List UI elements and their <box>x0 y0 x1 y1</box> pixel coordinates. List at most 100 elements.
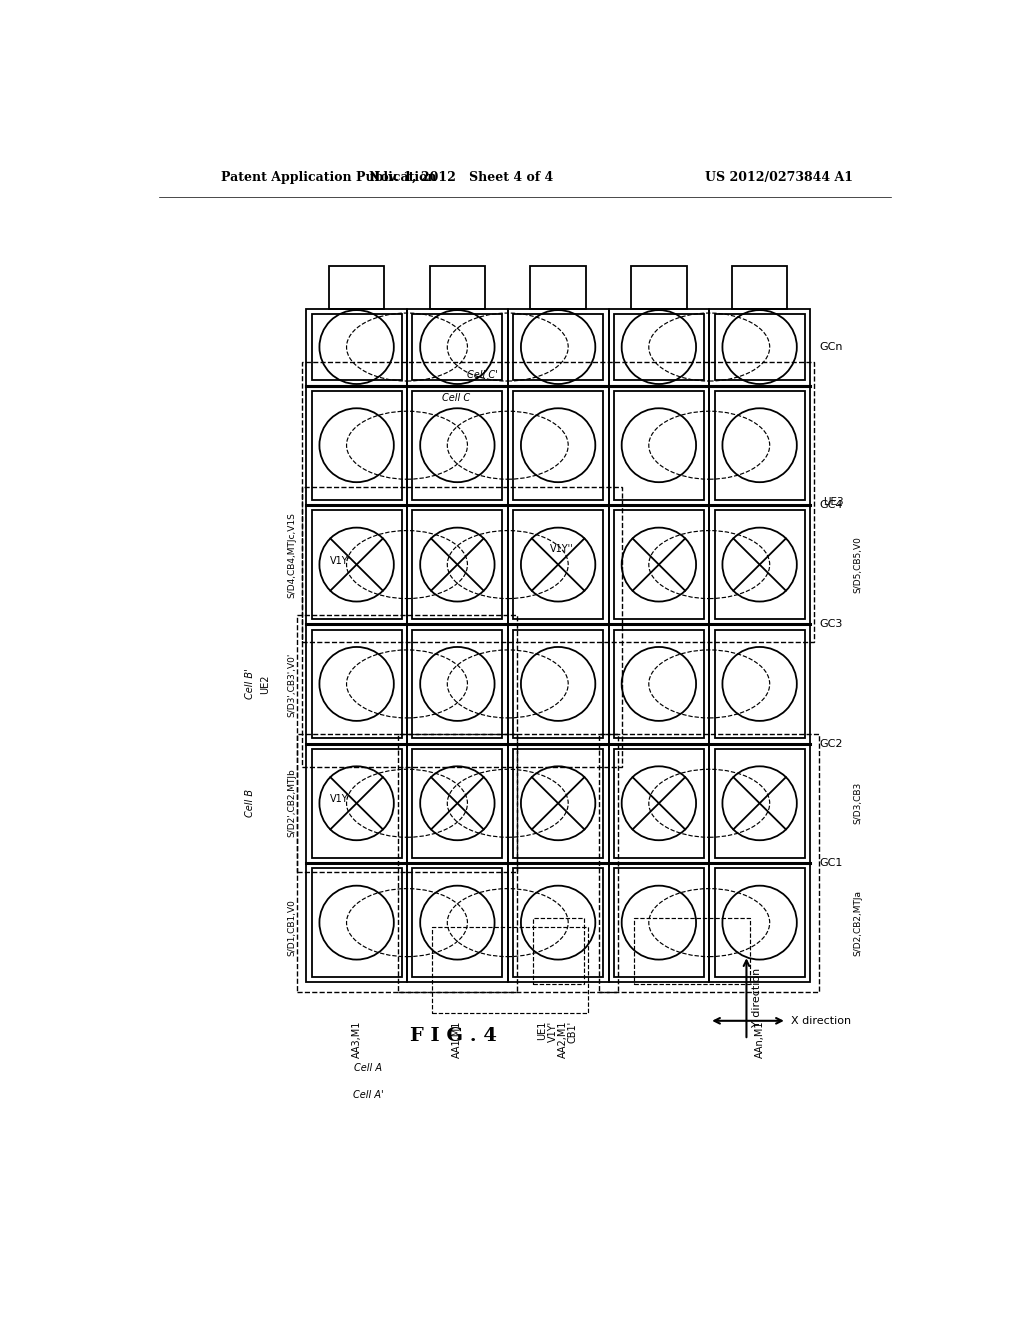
Bar <box>311 748 401 858</box>
Bar <box>508 863 608 982</box>
Bar <box>407 309 508 385</box>
Text: UE2: UE2 <box>260 675 270 694</box>
Bar <box>306 863 407 982</box>
Bar <box>608 743 710 863</box>
Bar <box>715 630 805 738</box>
Text: UE3: UE3 <box>823 496 844 507</box>
Bar <box>306 309 407 385</box>
Bar <box>710 385 810 506</box>
Bar <box>608 624 710 743</box>
Text: CB1': CB1' <box>568 1020 578 1043</box>
Text: Patent Application Publication: Patent Application Publication <box>221 172 436 185</box>
Text: Cell A': Cell A' <box>353 1090 384 1100</box>
Bar <box>710 863 810 982</box>
Bar <box>407 743 508 863</box>
Text: GC4: GC4 <box>819 500 843 510</box>
Bar <box>715 314 805 380</box>
Bar <box>715 391 805 499</box>
Bar <box>599 734 819 991</box>
Bar <box>311 630 401 738</box>
Text: V1Y'': V1Y'' <box>550 544 574 554</box>
Text: S/D2,CB2,MTJa: S/D2,CB2,MTJa <box>854 890 862 956</box>
Text: S/D1,CB1,V0: S/D1,CB1,V0 <box>288 899 297 956</box>
Bar <box>732 267 787 309</box>
Bar <box>608 309 710 385</box>
Bar <box>614 748 703 858</box>
Bar <box>397 734 617 991</box>
Text: S/D4,CB4,MTJc,V1S: S/D4,CB4,MTJc,V1S <box>288 512 297 598</box>
Bar <box>513 391 603 499</box>
Bar <box>413 314 503 380</box>
Bar <box>508 504 608 624</box>
Text: Y direction: Y direction <box>752 968 762 1027</box>
Text: US 2012/0273844 A1: US 2012/0273844 A1 <box>705 172 853 185</box>
Bar <box>413 511 503 619</box>
Bar <box>413 391 503 499</box>
Bar <box>311 391 401 499</box>
Bar <box>302 487 623 767</box>
Text: S/D3',CB3',V0': S/D3',CB3',V0' <box>288 653 297 717</box>
Text: Cell C: Cell C <box>442 393 470 404</box>
Bar <box>710 624 810 743</box>
Text: V1Y: V1Y <box>330 795 348 804</box>
Bar <box>710 504 810 624</box>
Bar <box>508 624 608 743</box>
Text: Nov. 1, 2012   Sheet 4 of 4: Nov. 1, 2012 Sheet 4 of 4 <box>369 172 553 185</box>
Bar <box>306 624 407 743</box>
Bar <box>614 391 703 499</box>
Bar <box>614 630 703 738</box>
Bar <box>634 919 750 983</box>
Text: S/D5,CB5,V0: S/D5,CB5,V0 <box>854 536 862 593</box>
Bar <box>513 314 603 380</box>
Text: Cell B': Cell B' <box>245 668 255 700</box>
Text: Cell C': Cell C' <box>467 370 499 380</box>
Bar <box>311 511 401 619</box>
Bar <box>407 385 508 506</box>
Bar <box>614 511 703 619</box>
Bar <box>608 863 710 982</box>
Bar <box>430 267 485 309</box>
Text: X direction: X direction <box>791 1016 851 1026</box>
Bar <box>715 748 805 858</box>
Bar <box>508 743 608 863</box>
Bar <box>508 385 608 506</box>
Text: AAn,M1: AAn,M1 <box>755 1020 765 1059</box>
Bar <box>715 511 805 619</box>
Bar <box>530 267 586 309</box>
Bar <box>311 869 401 977</box>
Text: GC3: GC3 <box>819 619 843 630</box>
Text: GCn: GCn <box>819 342 843 352</box>
Bar <box>329 267 384 309</box>
Bar <box>631 267 686 309</box>
Bar <box>608 385 710 506</box>
Bar <box>407 504 508 624</box>
Bar <box>513 630 603 738</box>
Text: GC1: GC1 <box>819 858 843 869</box>
Bar <box>413 630 503 738</box>
Bar <box>513 511 603 619</box>
Bar <box>297 734 517 991</box>
Bar <box>710 743 810 863</box>
Bar <box>413 869 503 977</box>
Bar <box>413 748 503 858</box>
Bar <box>306 385 407 506</box>
Text: F I G . 4: F I G . 4 <box>410 1027 497 1045</box>
Text: Cell B: Cell B <box>245 789 255 817</box>
Bar <box>508 309 608 385</box>
Bar <box>715 869 805 977</box>
Text: AA3,M1: AA3,M1 <box>351 1020 361 1059</box>
Bar <box>513 869 603 977</box>
Bar <box>614 314 703 380</box>
Bar <box>407 863 508 982</box>
Bar <box>614 869 703 977</box>
Text: S/D2',CB2,MTJb: S/D2',CB2,MTJb <box>288 768 297 837</box>
Bar <box>306 743 407 863</box>
Text: S/D3,CB3: S/D3,CB3 <box>854 783 862 825</box>
Text: Cell A: Cell A <box>354 1063 382 1073</box>
Bar <box>306 504 407 624</box>
Bar <box>297 615 517 873</box>
Text: GC2: GC2 <box>819 739 843 748</box>
Text: AA1,M1: AA1,M1 <box>453 1020 463 1059</box>
Bar <box>432 927 589 1014</box>
Text: V1Y': V1Y' <box>330 556 350 566</box>
